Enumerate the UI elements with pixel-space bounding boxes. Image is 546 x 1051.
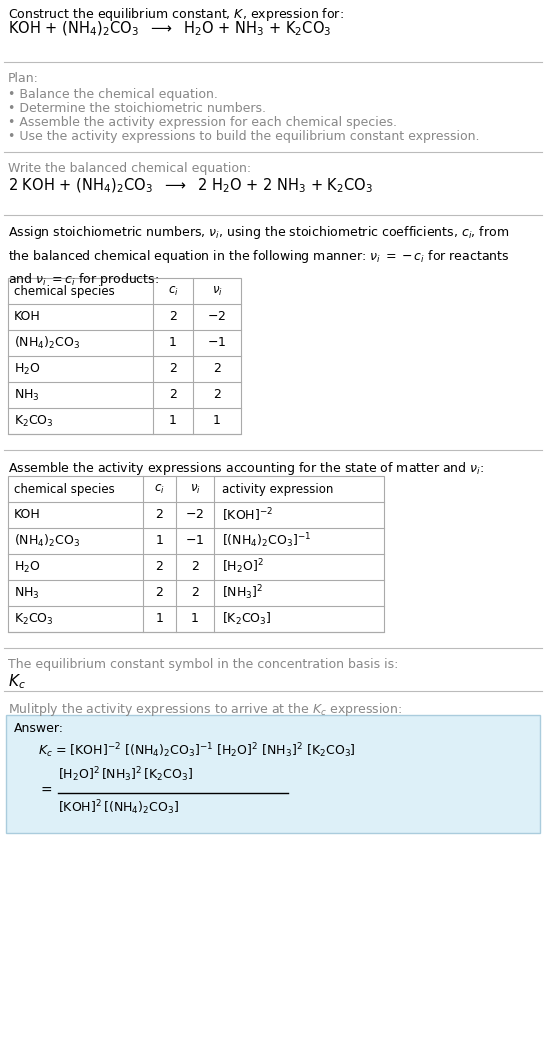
Text: Plan:: Plan: [8,73,39,85]
Text: Answer:: Answer: [14,722,64,735]
Text: • Use the activity expressions to build the equilibrium constant expression.: • Use the activity expressions to build … [8,130,479,143]
Text: $=$: $=$ [38,782,53,796]
Text: 1: 1 [156,613,163,625]
Text: 2: 2 [191,560,199,574]
Text: chemical species: chemical species [14,482,115,495]
Text: $\mathrm{NH_3}$: $\mathrm{NH_3}$ [14,388,40,403]
Text: $[\mathrm{KOH}]^{-2}$: $[\mathrm{KOH}]^{-2}$ [222,507,273,523]
Text: 2: 2 [191,586,199,599]
Text: $\nu_i$: $\nu_i$ [212,285,222,297]
Text: Construct the equilibrium constant, $K$, expression for:: Construct the equilibrium constant, $K$,… [8,6,344,23]
Text: 2: 2 [156,586,163,599]
Text: Assemble the activity expressions accounting for the state of matter and $\nu_i$: Assemble the activity expressions accoun… [8,460,484,477]
Text: KOH: KOH [14,310,41,324]
Text: $c_i$: $c_i$ [168,285,179,297]
Text: 1: 1 [156,535,163,548]
Text: $[\mathrm{KOH}]^2\,[(\mathrm{NH_4})_2\mathrm{CO_3}]$: $[\mathrm{KOH}]^2\,[(\mathrm{NH_4})_2\ma… [58,798,179,817]
Text: $[\mathrm{H_2O}]^2$: $[\mathrm{H_2O}]^2$ [222,558,264,576]
Text: 1: 1 [213,414,221,428]
Text: activity expression: activity expression [222,482,334,495]
Text: 2 KOH $+$ $({\rm NH_4})_2{\rm CO_3}$  $\longrightarrow$  2 ${\rm H_2O}$ $+$ 2 ${: 2 KOH $+$ $({\rm NH_4})_2{\rm CO_3}$ $\l… [8,177,373,195]
Text: Mulitply the activity expressions to arrive at the $K_c$ expression:: Mulitply the activity expressions to arr… [8,701,402,718]
Text: 1: 1 [191,613,199,625]
Text: $[\mathrm{H_2O}]^2\,[\mathrm{NH_3}]^2\,[\mathrm{K_2CO_3}]$: $[\mathrm{H_2O}]^2\,[\mathrm{NH_3}]^2\,[… [58,765,193,784]
Bar [8,279,241,434]
Text: $K_c$: $K_c$ [8,672,26,691]
Text: • Determine the stoichiometric numbers.: • Determine the stoichiometric numbers. [8,102,266,115]
Text: $c_i$: $c_i$ [154,482,165,496]
Text: $\mathrm{H_2O}$: $\mathrm{H_2O}$ [14,559,40,575]
Text: 1: 1 [169,414,177,428]
Text: 2: 2 [169,389,177,401]
Text: $[\mathrm{K_2CO_3}]$: $[\mathrm{K_2CO_3}]$ [222,611,271,627]
Text: 2: 2 [169,363,177,375]
Text: 2: 2 [156,509,163,521]
Text: $-1$: $-1$ [207,336,227,350]
Text: $-1$: $-1$ [186,535,205,548]
Text: 2: 2 [213,389,221,401]
Text: The equilibrium constant symbol in the concentration basis is:: The equilibrium constant symbol in the c… [8,658,399,671]
Text: $K_c$ = $[\mathrm{KOH}]^{-2}$ $[(\mathrm{NH_4})_2\mathrm{CO_3}]^{-1}$ $[\mathrm{: $K_c$ = $[\mathrm{KOH}]^{-2}$ $[(\mathrm… [38,741,356,760]
Text: KOH: KOH [14,509,41,521]
Text: Assign stoichiometric numbers, $\nu_i$, using the stoichiometric coefficients, $: Assign stoichiometric numbers, $\nu_i$, … [8,224,509,288]
Text: 2: 2 [169,310,177,324]
Text: chemical species: chemical species [14,285,115,297]
Text: 2: 2 [156,560,163,574]
Text: Write the balanced chemical equation:: Write the balanced chemical equation: [8,162,251,176]
Text: $-2$: $-2$ [207,310,227,324]
Text: KOH $+$ $({\rm NH_4})_2{\rm CO_3}$  $\longrightarrow$  ${\rm H_2O}$ $+$ ${\rm NH: KOH $+$ $({\rm NH_4})_2{\rm CO_3}$ $\lon… [8,20,331,39]
Text: $[(\mathrm{NH_4})_2\mathrm{CO_3}]^{-1}$: $[(\mathrm{NH_4})_2\mathrm{CO_3}]^{-1}$ [222,532,311,551]
Text: $-2$: $-2$ [186,509,205,521]
Text: • Assemble the activity expression for each chemical species.: • Assemble the activity expression for e… [8,116,397,129]
Text: $\mathrm{NH_3}$: $\mathrm{NH_3}$ [14,585,40,600]
Text: $\mathrm{K_2CO_3}$: $\mathrm{K_2CO_3}$ [14,413,54,429]
Text: $\mathrm{H_2O}$: $\mathrm{H_2O}$ [14,362,40,376]
FancyBboxPatch shape [6,715,540,833]
Text: 1: 1 [169,336,177,350]
Text: $[\mathrm{NH_3}]^2$: $[\mathrm{NH_3}]^2$ [222,583,263,602]
Text: $(\mathrm{NH_4})_2\mathrm{CO_3}$: $(\mathrm{NH_4})_2\mathrm{CO_3}$ [14,533,80,549]
Text: • Balance the chemical equation.: • Balance the chemical equation. [8,88,218,101]
Text: $\nu_i$: $\nu_i$ [189,482,200,496]
Text: $(\mathrm{NH_4})_2\mathrm{CO_3}$: $(\mathrm{NH_4})_2\mathrm{CO_3}$ [14,335,80,351]
Text: $\mathrm{K_2CO_3}$: $\mathrm{K_2CO_3}$ [14,612,54,626]
Bar [8,476,384,632]
Text: 2: 2 [213,363,221,375]
